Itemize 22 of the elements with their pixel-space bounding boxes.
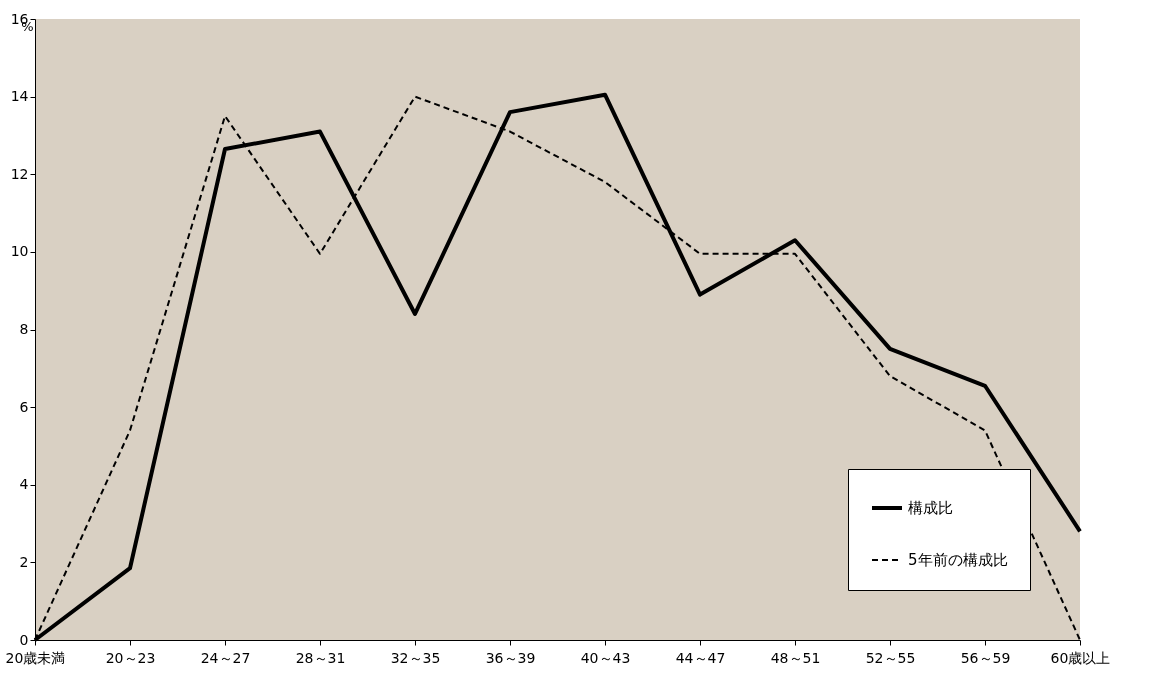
x-tick-label: 20歳未満 (5, 649, 66, 666)
x-tick-label: 56～59 (960, 649, 1011, 666)
y-tick-label: 12 (10, 165, 29, 182)
x-tick-label: 36～39 (485, 649, 536, 666)
x-tick-label: 32～35 (390, 649, 441, 666)
y-tick-label: 2 (19, 553, 29, 570)
x-tick-label: 52～55 (865, 649, 916, 666)
x-tick-label: 44～47 (675, 649, 726, 666)
y-tick-label: 10 (10, 243, 29, 260)
y-tick-label: 0 (19, 631, 29, 648)
y-tick-label: 14 (10, 88, 29, 105)
x-tick-label: 24～27 (200, 649, 251, 666)
legend-label: 5年前の構成比 (908, 551, 1008, 569)
x-tick-label: 48～51 (770, 649, 821, 666)
x-tick-label: 20～23 (105, 649, 156, 666)
x-tick-label: 28～31 (295, 649, 346, 666)
y-tick-label: 4 (19, 476, 29, 493)
y-tick-label: 6 (19, 398, 29, 415)
legend-label: 構成比 (908, 499, 953, 517)
x-tick-label: 60歳以上 (1050, 649, 1111, 666)
y-tick-label: 8 (19, 321, 29, 337)
x-tick-label: 40～43 (580, 649, 631, 666)
